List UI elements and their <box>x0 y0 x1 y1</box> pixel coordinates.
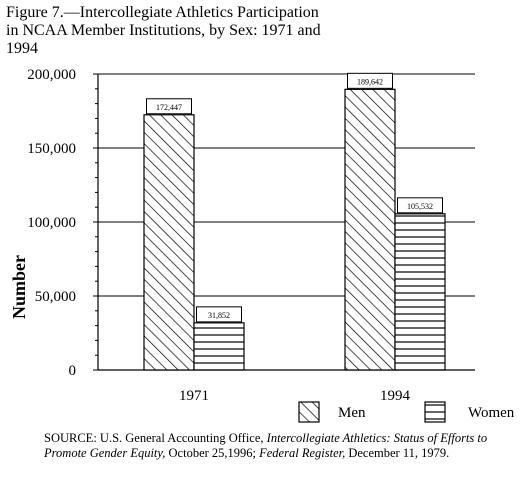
bars <box>143 88 446 371</box>
y-tick-label: 0 <box>69 363 77 379</box>
legend-swatch-women <box>424 401 446 423</box>
bar-women-1971 <box>193 322 245 371</box>
source-federal-register: Federal Register, <box>259 446 346 460</box>
bar-chart: 0 50,000 100,000 150,000 200,000 1971 1994 172… <box>9 67 515 423</box>
chart-title-line-1: Figure 7.—Intercollegiate Athletics Part… <box>6 4 319 21</box>
y-tick-label: 100,000 <box>27 215 76 231</box>
y-tick-label: 200,000 <box>27 67 76 83</box>
y-tick-label: 50,000 <box>35 289 76 305</box>
legend-swatch-men <box>298 401 320 423</box>
data-label: 31,852 <box>208 311 230 320</box>
source-middle: October 25,1996; <box>165 446 260 460</box>
chart-title-line-3: 1994 <box>6 40 38 57</box>
data-label-box <box>397 197 443 214</box>
legend: Men Women <box>298 401 515 423</box>
source-note: SOURCE: U.S. General Accounting Office, … <box>44 431 514 461</box>
data-label: 189,642 <box>357 77 383 86</box>
data-label-box <box>347 72 393 89</box>
bar-women-1994 <box>394 213 446 371</box>
data-label-box <box>196 306 242 323</box>
source-report-title: Intercollegiate Athletics: Status of Eff… <box>44 431 488 460</box>
y-tick-label: 150,000 <box>27 141 76 157</box>
y-axis-label: Number <box>9 255 29 319</box>
data-label: 105,532 <box>407 202 433 211</box>
data-label: 172,447 <box>156 103 182 112</box>
legend-label-women: Women <box>468 405 515 421</box>
data-label-box <box>146 98 192 115</box>
x-tick-label: 1994 <box>380 388 411 404</box>
chart-title: Figure 7.—Intercollegiate Athletics Part… <box>6 4 521 58</box>
x-tick-label: 1971 <box>179 388 209 404</box>
source-prefix: SOURCE: U.S. General Accounting Office, <box>44 431 267 445</box>
data-labels: 172,447 31,852 189,642 105,532 <box>146 72 443 323</box>
legend-label-men: Men <box>338 405 366 421</box>
chart-title-line-2: in NCAA Member Institutions, by Sex: 197… <box>6 22 321 39</box>
source-suffix: December 11, 1979. <box>345 446 450 460</box>
bar-men-1971 <box>143 114 195 371</box>
bar-men-1994 <box>344 88 396 371</box>
